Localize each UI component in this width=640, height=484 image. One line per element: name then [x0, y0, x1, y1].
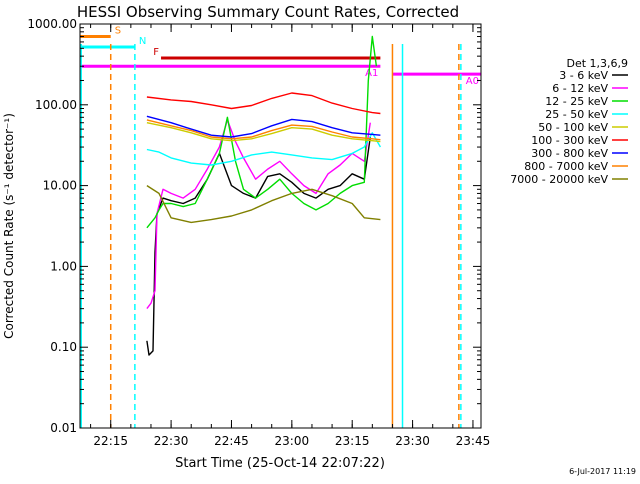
- series-line: [146, 92, 381, 115]
- flag-label: F: [153, 47, 159, 58]
- flag-label: A0: [466, 76, 479, 87]
- flag-label: N: [139, 36, 146, 47]
- flag-label: A1: [365, 68, 378, 79]
- y-tick-label: 10.00: [43, 179, 77, 193]
- flag-bars: S NF A1 A0: [80, 26, 481, 87]
- x-tick-label: 23:45: [456, 434, 491, 448]
- y-axis-label: Corrected Count Rate (s⁻¹ detector⁻¹): [2, 113, 16, 339]
- flag-label: S: [115, 26, 121, 37]
- x-tick-label: 23:15: [335, 434, 370, 448]
- legend-label: 300 - 800 keV: [531, 147, 608, 160]
- y-tick-label: 1.00: [50, 259, 77, 273]
- timestamp: 6-Jul-2017 11:19: [569, 467, 636, 476]
- x-tick-label: 23:30: [395, 434, 430, 448]
- series-line: [146, 115, 381, 138]
- plot-frame: [79, 23, 482, 429]
- series-line: [146, 119, 381, 141]
- legend-label: 50 - 100 keV: [538, 121, 608, 134]
- legend-label: 12 - 25 keV: [545, 95, 608, 108]
- y-tick-label: 0.01: [50, 421, 77, 435]
- series-line: [146, 122, 381, 143]
- legend-label: 7000 - 20000 keV: [510, 173, 608, 186]
- y-tick-label: 1000.00: [27, 17, 77, 31]
- legend-label: 6 - 12 keV: [552, 82, 608, 95]
- axes: 0.01 0.10 1.00 10.00 100.00 1000.00 22:15 22:30…: [27, 17, 490, 448]
- x-tick-label: 23:00: [275, 434, 310, 448]
- legend-label: 800 - 7000 keV: [524, 160, 608, 173]
- x-tick-label: 22:30: [154, 434, 189, 448]
- x-axis-label: Start Time (25-Oct-14 22:07:22): [175, 456, 385, 471]
- x-tick-label: 22:45: [214, 434, 249, 448]
- series-line: [146, 132, 382, 166]
- series-line: [146, 35, 378, 229]
- series-line: [146, 119, 371, 310]
- x-tick-label: 22:15: [93, 434, 128, 448]
- vertical-markers: [80, 44, 462, 428]
- legend-label: 25 - 50 keV: [545, 108, 608, 121]
- legend-label: 3 - 6 keV: [559, 69, 608, 82]
- legend-title: Det 1,3,6,9: [566, 57, 628, 70]
- legend-label: 100 - 300 keV: [531, 134, 608, 147]
- chart-title: HESSI Observing Summary Count Rates, Cor…: [77, 3, 459, 21]
- y-tick-label: 0.10: [50, 340, 77, 354]
- series-lines: [146, 35, 382, 356]
- y-tick-label: 100.00: [35, 98, 77, 112]
- series-line: [146, 185, 381, 224]
